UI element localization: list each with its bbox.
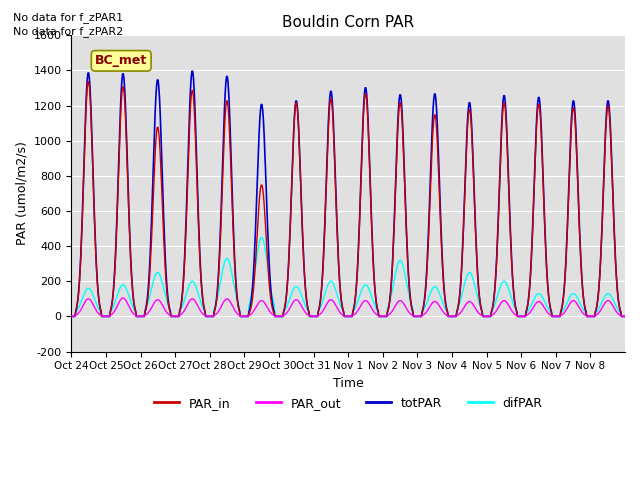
Text: No data for f_zPAR2: No data for f_zPAR2 — [13, 26, 123, 37]
Text: BC_met: BC_met — [95, 54, 147, 67]
Legend: PAR_in, PAR_out, totPAR, difPAR: PAR_in, PAR_out, totPAR, difPAR — [149, 392, 547, 415]
Text: No data for f_zPAR1: No data for f_zPAR1 — [13, 12, 123, 23]
X-axis label: Time: Time — [333, 377, 364, 390]
Y-axis label: PAR (umol/m2/s): PAR (umol/m2/s) — [15, 142, 28, 245]
Title: Bouldin Corn PAR: Bouldin Corn PAR — [282, 15, 414, 30]
